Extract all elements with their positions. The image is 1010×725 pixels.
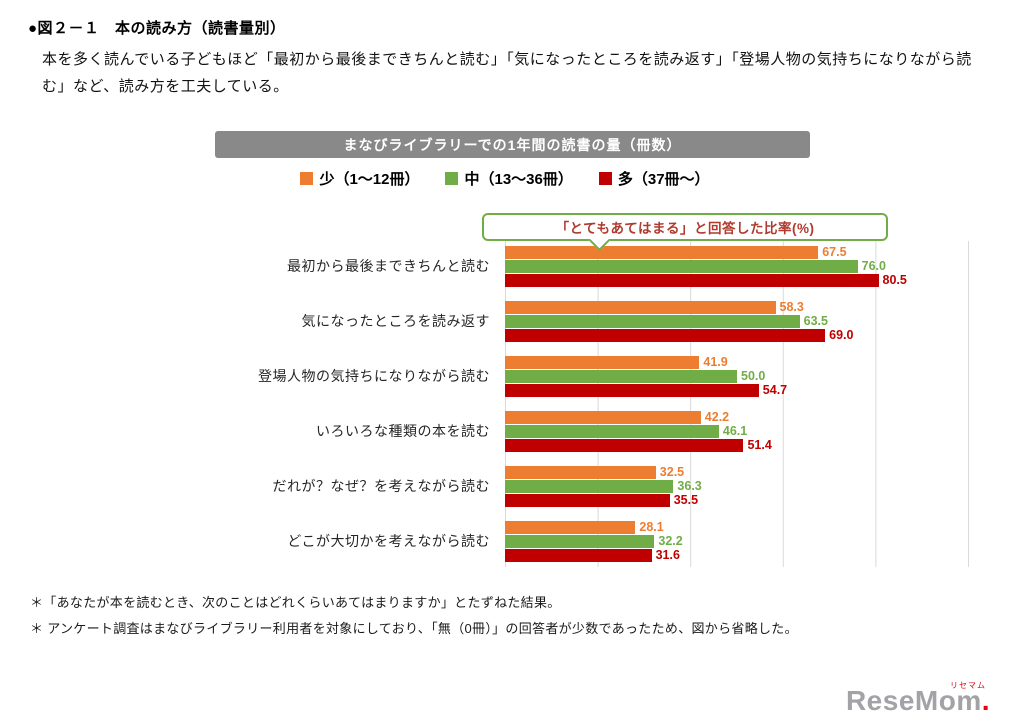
bar-line: 36.3 [505,479,975,493]
chart-row: だれが？なぜ？を考えながら読む 32.5 36.3 35.5 [190,465,975,507]
bar-line: 35.5 [505,493,975,507]
chart-row: 最初から最後まできちんと読む 67.5 76.0 80.5 [190,245,975,287]
category-label: 登場人物の気持ちになりながら読む [258,368,490,384]
footnote-line: ＊「あなたが本を読むとき、次のことはどれくらいあてはまりますか」とたずねた結果。 [30,595,561,610]
category-label: いろいろな種類の本を読む [316,423,490,439]
bar [505,465,656,479]
bar-line: 50.0 [505,369,975,383]
bar-value-label: 35.5 [673,493,699,507]
legend-swatch [300,172,314,185]
chart-row: 登場人物の気持ちになりながら読む 41.9 50.0 54.7 [190,355,975,397]
logo-ruby-text: リセマム [950,681,986,690]
bar-line: 63.5 [505,314,975,328]
bar [505,438,744,452]
annotation-box: 「とてもあてはまる」と回答した比率(%) [482,213,888,241]
chart-gridlines [505,241,969,567]
bar-value-label: 76.0 [861,259,886,273]
bar-group: 67.5 76.0 80.5 [505,245,975,287]
chart-row: いろいろな種類の本を読む 42.2 46.1 51.4 [190,410,975,452]
chart-legend: 少（1～12冊） 中（13～36冊） 多（37冊～） [0,168,1010,189]
chart-groups: 最初から最後まできちんと読む 67.5 76.0 80.5 気になったところを読み返す 5… [190,245,975,575]
legend-swatch [598,172,612,185]
bar-chart: 「とてもあてはまる」と回答した比率(%) 最初から最後まできちんと読む 67.5 7… [190,213,985,575]
bar-value-label: 80.5 [882,273,907,287]
bar-line: 46.1 [505,424,975,438]
bar [505,314,800,328]
bar [505,479,674,493]
category-label: だれが？なぜ？を考えながら読む [272,478,490,494]
bar-value-label: 50.0 [741,369,766,383]
bar [505,245,819,259]
bar [505,534,655,548]
bar-value-label: 28.1 [639,520,664,534]
bar [505,259,858,273]
bar-value-label: 58.3 [779,300,804,314]
footnote-line: ＊ アンケート調査はまなびライブラリー利用者を対象にしており、「無（0冊）」の回… [30,621,798,636]
bar-value-label: 32.2 [658,534,683,548]
category-label: どこが大切かを考えながら読む [287,533,490,549]
bar [505,328,826,342]
bar-value-label: 63.5 [803,314,828,328]
resemom-logo: リセマム ReseMom. [845,681,990,717]
bar-line: 76.0 [505,259,975,273]
bar [505,300,776,314]
bar-value-label: 46.1 [722,424,748,438]
bar [505,493,670,507]
bar-line: 69.0 [505,328,975,342]
bar-line: 32.5 [505,465,975,479]
bar-group: 32.5 36.3 35.5 [505,465,975,507]
bar-line: 31.6 [505,548,975,562]
bar [505,548,652,562]
legend-item: 多（37冊～） [598,168,710,189]
category-label: 気になったところを読み返す [301,313,490,329]
bar-line: 80.5 [505,273,975,287]
bar-value-label: 51.4 [747,438,772,452]
legend-label: 多（37冊～） [617,171,710,188]
bar-value-label: 41.9 [703,355,728,369]
bar-value-label: 32.5 [659,465,685,479]
bar-line: 58.3 [505,300,975,314]
bar [505,410,701,424]
bar-line: 42.2 [505,410,975,424]
bar [505,424,719,438]
footnotes: ＊「あなたが本を読むとき、次のことはどれくらいあてはまりますか」とたずねた結果。… [30,590,980,642]
figure-description: 本を多く読んでいる子どもほど「最初から最後まできちんと読む」「気になったところを… [42,51,972,95]
bar [505,383,759,397]
chart-row: どこが大切かを考えながら読む 28.1 32.2 31.6 [190,520,975,562]
legend-item: 少（1～12冊） [300,168,419,189]
bar [505,369,737,383]
legend-item: 中（13～36冊） [445,168,573,189]
logo-text: ReseMom [845,685,982,716]
bar-line: 32.2 [505,534,975,548]
category-label: 最初から最後まできちんと読む [287,258,490,274]
bar-line: 51.4 [505,438,975,452]
bar-group: 42.2 46.1 51.4 [505,410,975,452]
bar-value-label: 54.7 [762,383,788,397]
bar-line: 28.1 [505,520,975,534]
bar-group: 28.1 32.2 31.6 [505,520,975,562]
bar [505,520,636,534]
logo-dot: . [981,685,990,716]
bar-value-label: 69.0 [829,328,854,342]
bar-group: 58.3 63.5 69.0 [505,300,975,342]
bar-line: 54.7 [505,383,975,397]
bar-value-label: 31.6 [655,548,680,562]
bar [505,273,879,287]
bar [505,355,700,369]
bar-line: 67.5 [505,245,975,259]
bar-value-label: 67.5 [822,245,847,259]
bar-line: 41.9 [505,355,975,369]
chart-row: 気になったところを読み返す 58.3 63.5 69.0 [190,300,975,342]
legend-label: 少（1～12冊） [319,171,420,188]
chart-header: まなびライブラリーでの1年間の読書の量（冊数） [215,131,810,158]
bar-value-label: 36.3 [677,479,702,493]
bar-value-label: 42.2 [704,410,730,424]
figure-title: ●図２－１ 本の読み方（読書量別） [28,20,286,37]
bar-group: 41.9 50.0 54.7 [505,355,975,397]
legend-label: 中（13～36冊） [464,171,573,188]
legend-swatch [445,172,459,185]
